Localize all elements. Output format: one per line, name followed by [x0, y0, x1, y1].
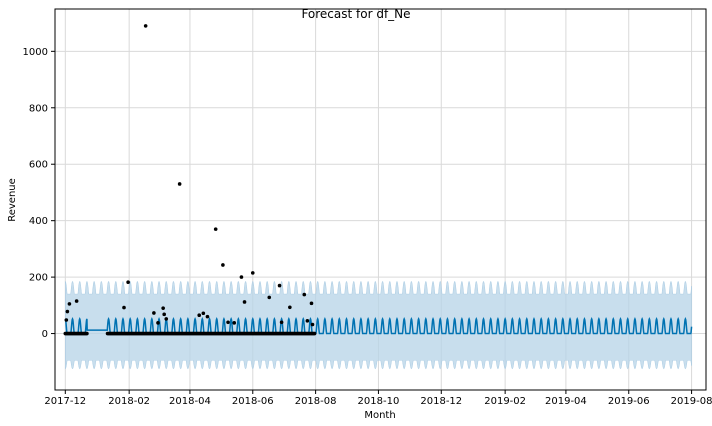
y-tick-label: 400 — [29, 216, 48, 227]
observed-point — [310, 322, 315, 327]
observed-point — [152, 311, 156, 315]
observed-point — [279, 320, 284, 325]
y-axis-label: Revenue — [7, 178, 18, 222]
observed-point — [74, 299, 79, 303]
x-tick-label: 2019-02 — [484, 396, 526, 407]
observed-point — [205, 314, 210, 319]
observed-point — [197, 313, 202, 318]
observed-point — [288, 305, 292, 310]
x-tick-label: 2018-10 — [358, 396, 400, 407]
observed-point — [64, 318, 69, 322]
observed-point — [213, 227, 218, 231]
observed-point — [250, 271, 255, 275]
x-tick-label: 2018-12 — [420, 396, 462, 407]
observed-point — [201, 311, 206, 316]
observed-point — [226, 320, 230, 325]
x-axis-ticks: 2017-12 2018-02 2018-04 2018-06 2018-08 2018-… — [44, 390, 712, 407]
observed-point — [162, 312, 166, 317]
y-tick-label: 600 — [29, 160, 48, 171]
observed-point — [85, 331, 89, 336]
y-axis-ticks: 0 200 400 600 800 1000 — [23, 47, 55, 340]
observed-point — [242, 300, 247, 304]
observed-point — [143, 24, 148, 28]
uncertainty-band-area — [65, 280, 692, 370]
y-tick-label: 0 — [42, 329, 48, 340]
y-tick-label: 800 — [29, 103, 48, 114]
x-tick-label: 2018-02 — [108, 396, 150, 407]
y-tick-label: 1000 — [23, 47, 48, 58]
x-tick-label: 2017-12 — [44, 396, 86, 407]
x-tick-label: 2019-08 — [671, 396, 712, 407]
observed-point — [122, 305, 126, 310]
observed-point — [305, 319, 310, 323]
observed-point — [309, 301, 314, 306]
observed-point — [177, 182, 182, 186]
observed-point — [126, 280, 130, 284]
observed-points — [63, 24, 317, 336]
observed-point — [267, 295, 272, 300]
observed-point — [65, 309, 70, 314]
observed-point — [67, 302, 72, 306]
observed-point — [239, 275, 244, 279]
observed-point — [232, 321, 237, 325]
x-tick-label: 2018-04 — [169, 396, 211, 407]
x-tick-label: 2018-08 — [295, 396, 337, 407]
observed-point — [156, 321, 160, 325]
observed-point — [221, 263, 225, 267]
observed-point — [164, 317, 169, 321]
x-axis-label: Month — [364, 410, 395, 421]
observed-point — [277, 283, 282, 288]
y-tick-label: 200 — [29, 273, 48, 284]
x-tick-label: 2019-04 — [545, 396, 587, 407]
observed-point — [161, 306, 165, 310]
x-tick-label: 2019-06 — [608, 396, 650, 407]
plot-frame — [54, 8, 707, 391]
uncertainty-band — [65, 280, 692, 370]
chart-title: Forecast for df_Ne — [301, 7, 410, 21]
x-tick-label: 2018-06 — [232, 396, 274, 407]
observed-point — [312, 331, 317, 336]
observed-point — [302, 292, 307, 297]
